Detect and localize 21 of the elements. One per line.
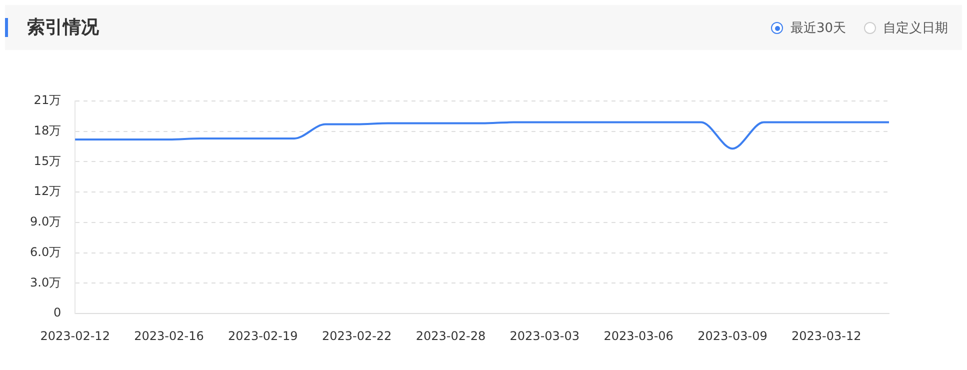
y-tick-label: 9.0万	[30, 214, 62, 229]
y-tick-label: 21万	[34, 93, 62, 108]
x-tick-label: 2023-02-12	[40, 328, 110, 343]
x-tick-label: 2023-02-16	[134, 328, 204, 343]
x-tick-label: 2023-03-06	[604, 328, 674, 343]
x-tick-label: 2023-03-12	[792, 328, 862, 343]
y-tick-label: 0	[53, 306, 62, 320]
y-tick-label: 12万	[34, 184, 62, 198]
x-tick-label: 2023-03-03	[510, 328, 580, 343]
text: 自定义日期	[883, 20, 948, 37]
y-tick-label: 18万	[34, 123, 62, 138]
y-tick-label: 6.0万	[30, 244, 62, 259]
text: 最近30天	[790, 20, 846, 37]
chart-title: 索引情况	[27, 16, 99, 40]
x-tick-label: 2023-03-09	[698, 328, 768, 343]
y-tick-label: 3.0万	[30, 275, 62, 290]
x-tick-label: 2023-02-19	[228, 328, 298, 343]
line-series	[74, 121, 890, 150]
x-tick-label: 2023-02-22	[322, 328, 392, 343]
y-tick-label: 15万	[34, 154, 62, 168]
x-tick-label: 2023-02-28	[416, 328, 486, 343]
